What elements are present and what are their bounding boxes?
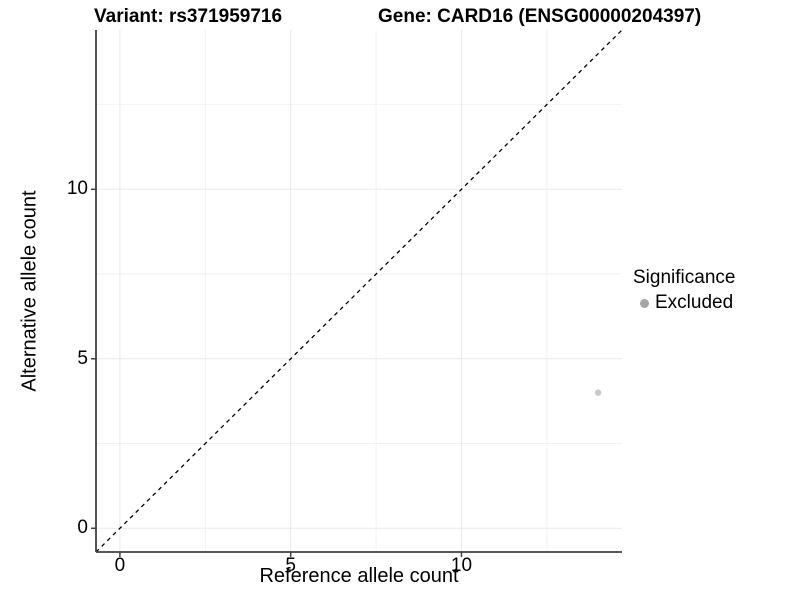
y-axis-title: Alternative allele count: [18, 190, 41, 392]
y-tick-label: 5: [77, 347, 88, 369]
y-tick-label: 0: [77, 517, 88, 539]
legend-item-label: Excluded: [655, 292, 734, 313]
plot-title-variant: Variant: rs371959716: [94, 6, 283, 27]
x-axis-title: Reference allele count: [259, 565, 459, 587]
x-tick-label: 0: [114, 555, 126, 576]
identity-line: [95, 29, 623, 553]
x-tick-label: 5: [285, 555, 296, 576]
plot-title-gene: Gene: CARD16 (ENSG00000204397): [378, 6, 702, 27]
x-tick-label: 10: [450, 555, 473, 576]
data-point: [594, 389, 602, 396]
legend-item: Excluded: [633, 292, 735, 314]
legend-items: Excluded: [633, 292, 735, 314]
legend-key-dot-icon: [640, 298, 649, 308]
legend: Significance Excluded: [633, 267, 735, 314]
legend-title: Significance: [633, 267, 736, 288]
y-tick-label: 10: [66, 178, 88, 200]
